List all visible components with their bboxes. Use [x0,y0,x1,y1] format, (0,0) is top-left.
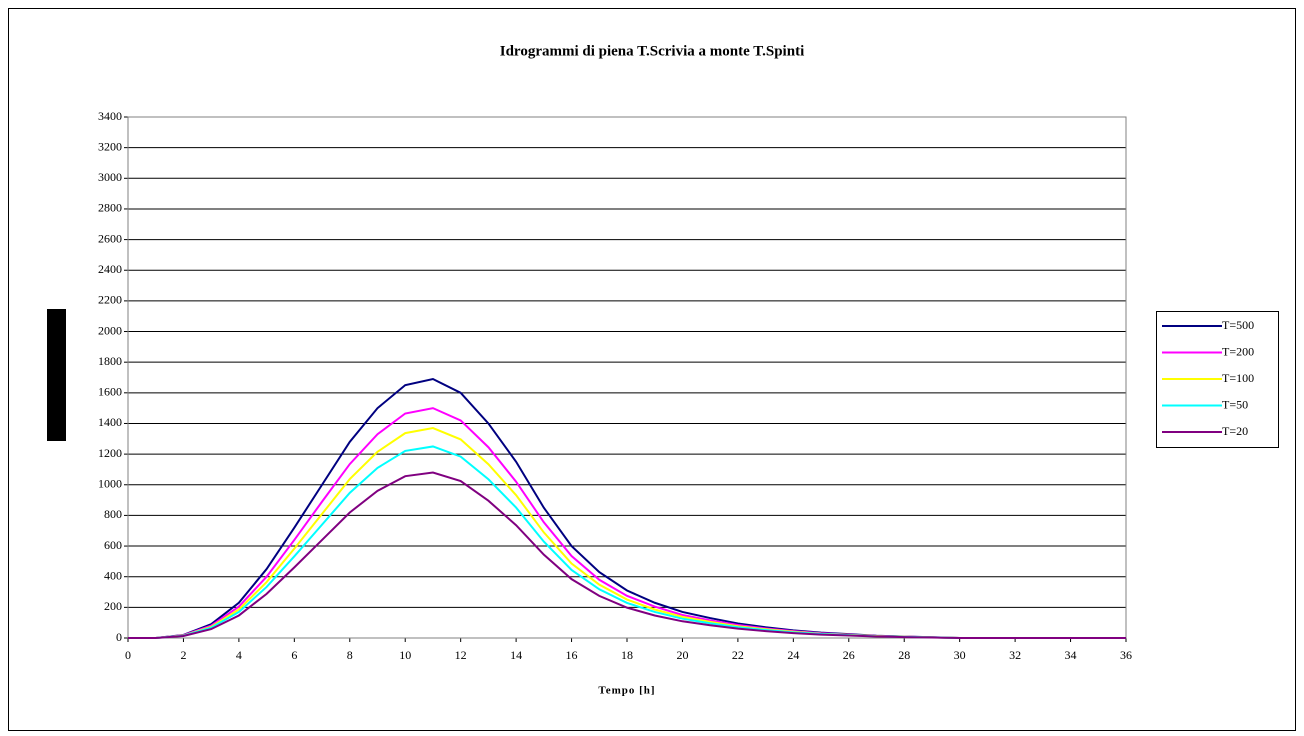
x-tick-label: 16 [566,648,578,662]
y-tick-label: 1200 [98,446,122,460]
y-tick-label: 800 [104,507,122,521]
x-tick-label: 36 [1120,648,1132,662]
x-tick-label: 14 [510,648,522,662]
y-tick-label: 1600 [98,385,122,399]
x-tick-label: 6 [291,648,297,662]
x-tick-label: 26 [843,648,855,662]
y-tick-label: 3400 [98,109,122,123]
y-tick-label: 3000 [98,170,122,184]
x-tick-label: 20 [676,648,688,662]
y-tick-label: 2000 [98,323,122,337]
y-tick-label: 200 [104,599,122,613]
x-tick-label: 22 [732,648,744,662]
x-tick-label: 30 [954,648,966,662]
plot-area [127,116,1127,639]
y-tick-label: 3200 [98,139,122,153]
y-tick-label: 2800 [98,201,122,215]
x-tick-label: 18 [621,648,633,662]
y-tick-label: 2200 [98,293,122,307]
y-tick-label: 2400 [98,262,122,276]
y-tick-label: 400 [104,568,122,582]
y-tick-label: 0 [116,630,122,644]
y-tick-label: 1400 [98,415,122,429]
legend-label: T=20 [1222,424,1248,438]
redacted-axis-label [47,309,66,441]
legend-label: T=200 [1222,344,1254,358]
x-tick-label: 8 [347,648,353,662]
x-tick-label: 12 [455,648,467,662]
x-tick-label: 24 [787,648,799,662]
y-tick-label: 1800 [98,354,122,368]
chart-title: Idrogrammi di piena T.Scrivia a monte T.… [500,43,804,59]
y-tick-label: 600 [104,538,122,552]
x-tick-label: 34 [1065,648,1077,662]
legend-label: T=50 [1222,397,1248,411]
x-tick-label: 4 [236,648,242,662]
x-tick-label: 28 [898,648,910,662]
x-tick-label: 32 [1009,648,1021,662]
y-tick-label: 2600 [98,231,122,245]
x-axis-label: Tempo [h] [598,685,655,697]
x-tick-label: 2 [180,648,186,662]
legend-label: T=500 [1222,318,1254,332]
y-tick-label: 1000 [98,477,122,491]
x-tick-label: 0 [125,648,131,662]
series-line [128,471,1126,639]
x-tick-label: 10 [399,648,411,662]
legend-label: T=100 [1222,371,1254,385]
